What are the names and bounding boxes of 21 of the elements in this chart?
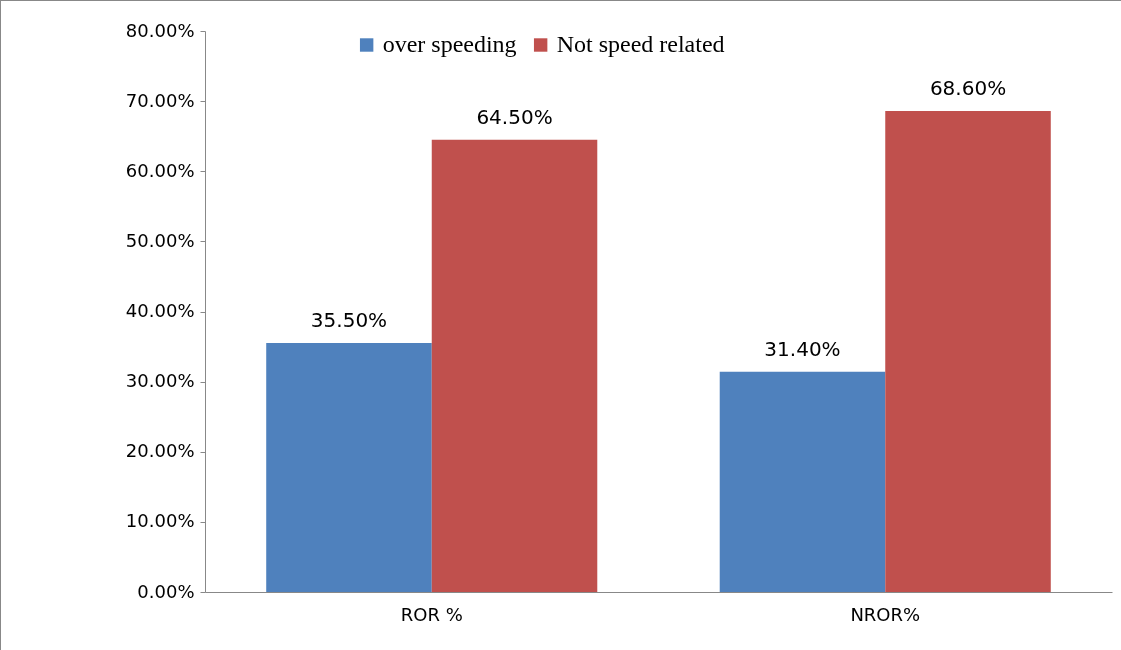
y-tick-label: 80.00% — [125, 19, 195, 41]
y-tick-label: 70.00% — [125, 89, 195, 111]
y-tick-label: 10.00% — [125, 510, 195, 532]
bar — [719, 371, 886, 592]
y-tick-label: 0.00% — [137, 580, 195, 602]
y-tick-label: 60.00% — [125, 159, 195, 181]
y-tick-label: 50.00% — [125, 229, 195, 251]
bar — [885, 110, 1051, 592]
x-tick-label: NROR% — [850, 603, 921, 625]
legend-label: over speeding — [382, 31, 517, 57]
y-tick-label: 30.00% — [125, 370, 195, 392]
data-label: 68.60% — [929, 75, 1007, 100]
y-tick-label: 40.00% — [125, 300, 195, 321]
bar — [431, 139, 598, 592]
bar — [266, 343, 432, 592]
data-label: 35.50% — [310, 308, 388, 333]
data-label: 31.40% — [764, 336, 841, 361]
legend-label: Not speed related — [556, 31, 725, 57]
data-label: 64.50% — [476, 104, 553, 129]
x-tick-label: ROR % — [400, 603, 463, 625]
y-tick-label: 20.00% — [125, 440, 195, 462]
